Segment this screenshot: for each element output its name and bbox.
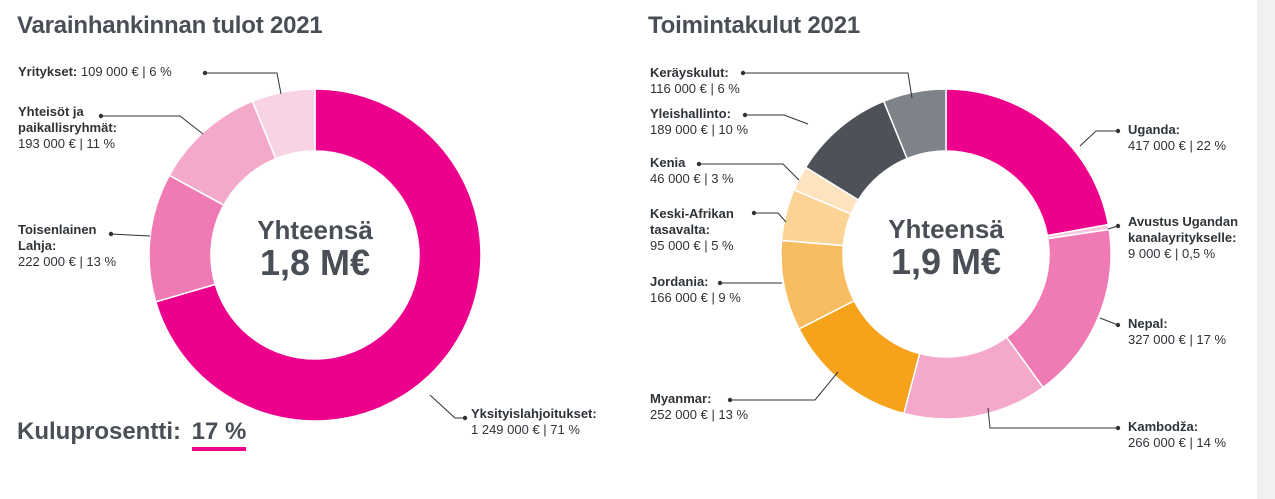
slice-uganda <box>945 88 1110 237</box>
center-total: 1,9 M€ <box>891 241 1001 282</box>
slice-label-uganda: Uganda: 417 000 € | 22 % <box>1128 122 1227 153</box>
slice-label-yleishallinto: Yleishallinto: 189 000 € | 10 % <box>650 106 749 137</box>
leader-dot <box>742 112 748 118</box>
leader-line <box>745 114 809 125</box>
center-label: Yhteensä <box>888 214 1004 244</box>
leader-dot <box>202 70 208 76</box>
slice-yritykset <box>251 88 316 160</box>
leader-dot <box>1115 322 1121 328</box>
slice-yksityislahjoitukset <box>154 88 482 422</box>
slice-keräyskulut <box>882 88 947 160</box>
leader-line <box>429 394 465 419</box>
leader-dot <box>98 113 104 119</box>
leader-dot <box>108 231 114 237</box>
leader-dot <box>1115 425 1121 431</box>
slice-label-kenia: Kenia 46 000 € | 3 % <box>650 155 734 186</box>
leader-line <box>101 115 204 135</box>
leader-line <box>743 72 913 99</box>
leader-dot <box>717 280 723 286</box>
leader-dot <box>462 415 468 421</box>
kuluprosentti-value: 17 % <box>191 418 247 451</box>
slice-label-nepal: Nepal: 327 000 € | 17 % <box>1128 316 1227 347</box>
leader-line <box>110 233 151 237</box>
leader-dot <box>1115 223 1121 229</box>
leader-line <box>730 371 839 401</box>
leader-line <box>1079 130 1118 147</box>
center-label: Yhteensä <box>257 215 373 245</box>
center-total: 1,8 M€ <box>260 242 370 283</box>
chart-title-expenses: Toimintakulut 2021 <box>648 12 861 39</box>
kuluprosentti-label: Kuluprosentti: <box>17 418 181 445</box>
slice-label-kambodža: Kambodža: 266 000 € | 14 % <box>1128 419 1227 450</box>
slice-label-keräyskulut: Keräyskulut: 116 000 € | 6 % <box>650 65 740 96</box>
right-edge-strip <box>1257 0 1275 499</box>
slice-label-myanmar: Myanmar: 252 000 € | 13 % <box>650 391 749 422</box>
leader-line <box>1099 317 1119 326</box>
chart-title-income: Varainhankinnan tulot 2021 <box>17 12 323 39</box>
slice-label-yritykset: Yritykset: 109 000 € | 6 % <box>18 64 172 79</box>
slice-label-keski-afrikan-tasavalta: Keski-Afrikan tasavalta: 95 000 € | 5 % <box>650 206 734 253</box>
leader-dot <box>740 70 746 76</box>
slice-label-avustus-ugandan-kanalayritykselle: Avustus Ugandan kanalayritykselle: 9 000 €… <box>1128 214 1238 261</box>
leader-dot <box>1115 128 1121 134</box>
slice-label-toisenlainen-lahja: Toisenlainen Lahja: 222 000 € | 13 % <box>18 222 117 269</box>
leader-dot <box>751 210 757 216</box>
leader-line <box>699 163 800 181</box>
leader-dot <box>696 161 702 167</box>
leader-line <box>987 407 1118 429</box>
slice-label-jordania: Jordania: 166 000 € | 9 % <box>650 274 741 305</box>
slice-label-yhteisöt-ja-paikallisryhmät: Yhteisöt ja paikallisryhmät: 193 000 € | 1… <box>18 104 117 151</box>
leader-line <box>205 72 282 95</box>
slice-label-yksityislahjoitukset: Yksityislahjoitukset: 1 249 000 € | 71 % <box>471 406 597 437</box>
leader-dot <box>727 397 733 403</box>
kuluprosentti: Kuluprosentti: 17 % <box>17 418 247 451</box>
leader-line <box>754 212 787 223</box>
